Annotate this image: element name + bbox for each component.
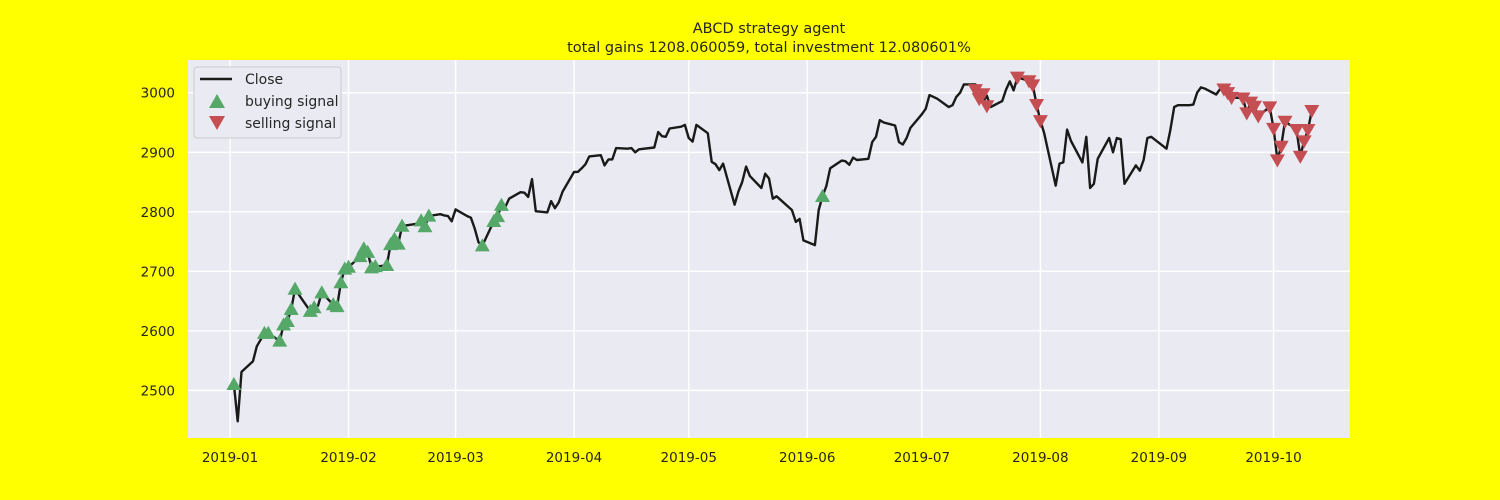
sell-signal-marker: [1269, 154, 1285, 168]
y-tick-label: 2700: [141, 264, 175, 280]
buy-signal-marker: [390, 236, 406, 250]
buy-signal-marker: [360, 244, 376, 258]
buy-signal-marker: [260, 325, 276, 339]
legend-buy-triangle-icon: [209, 94, 225, 108]
y-tick-label: 2900: [141, 145, 175, 161]
x-axis-tick-labels: 2019-01 2019-02 2019-03 2019-04 2019-05 2019-…: [202, 450, 1302, 466]
sell-signal-marker: [1235, 92, 1251, 106]
buy-signal-marker: [474, 238, 490, 252]
legend-frame: [193, 66, 342, 139]
sell-signal-marker: [1009, 71, 1025, 85]
buy-signal-marker: [352, 248, 368, 263]
sell-signal-marker: [1250, 110, 1266, 124]
buy-signal-marker: [329, 298, 345, 313]
sell-signal-marker: [1266, 122, 1282, 136]
chart-subtitle: total gains 1208.060059, total investmen…: [567, 40, 971, 56]
buy-signal-marker: [421, 208, 437, 222]
buy-signal-marker: [341, 259, 357, 273]
sell-signal-marker: [967, 84, 983, 98]
x-tick-label: 2019-04: [546, 450, 602, 466]
y-tick-label: 3000: [141, 86, 175, 102]
sell-signal-marker: [1224, 91, 1240, 106]
y-axis-tick-labels: 2500 2600 2700 2800 2900 3000: [141, 86, 175, 400]
y-tick-label: 2600: [141, 324, 175, 340]
sell-signal-marker: [1032, 115, 1048, 129]
buy-signal-marker: [815, 188, 831, 202]
buy-signal-marker: [394, 218, 410, 232]
buy-signal-marker: [279, 313, 295, 327]
x-tick-label: 2019-05: [661, 450, 717, 466]
sell-signal-marker: [1262, 101, 1278, 115]
x-tick-label: 2019-08: [1012, 450, 1068, 466]
sell-signal-marker: [1029, 99, 1045, 113]
buy-signal-marker: [367, 259, 383, 273]
sell-signal-marker: [1025, 79, 1041, 93]
legend: Close buying signal selling signal: [193, 66, 342, 139]
plot-area: [188, 60, 1350, 438]
buy-signal-marker: [283, 301, 299, 316]
buy-signal-marker: [272, 333, 288, 347]
buy-signal-marker: [379, 257, 395, 271]
sell-signal-markers: [967, 71, 1320, 168]
sell-signal-marker: [975, 88, 991, 102]
y-tick-label: 2500: [141, 383, 175, 399]
legend-close-label: Close: [245, 72, 283, 88]
sell-signal-marker: [1304, 104, 1320, 119]
legend-sell-triangle-icon: [209, 116, 225, 130]
buy-signal-marker: [287, 281, 303, 295]
x-tick-label: 2019-01: [202, 450, 258, 466]
sell-signal-marker: [1277, 115, 1293, 129]
buy-signal-marker: [493, 197, 509, 211]
sell-signal-marker: [979, 100, 995, 114]
sell-signal-marker: [1246, 100, 1262, 114]
x-tick-label: 2019-03: [427, 450, 483, 466]
x-tick-label: 2019-06: [779, 450, 835, 466]
sell-signal-marker: [1296, 135, 1312, 149]
x-tick-label: 2019-10: [1245, 450, 1301, 466]
sell-signal-marker: [1292, 150, 1308, 164]
buy-signal-marker: [226, 376, 242, 391]
chart-title: ABCD strategy agent: [693, 21, 846, 37]
y-tick-label: 2800: [141, 205, 175, 221]
x-tick-label: 2019-09: [1131, 450, 1187, 466]
buy-signal-marker: [417, 219, 433, 233]
x-tick-label: 2019-07: [894, 450, 950, 466]
legend-sell-label: selling signal: [245, 116, 336, 132]
legend-buy-label: buying signal: [245, 94, 339, 110]
buy-signal-marker: [306, 300, 322, 314]
sell-signal-marker: [1288, 124, 1304, 138]
x-tick-label: 2019-02: [320, 450, 376, 466]
sell-signal-marker: [1273, 140, 1289, 154]
buy-signal-markers: [226, 188, 831, 391]
sell-signal-marker: [1300, 124, 1316, 138]
buy-signal-marker: [333, 275, 349, 289]
buy-signal-marker: [314, 285, 330, 299]
sell-signal-marker: [1239, 107, 1255, 121]
buy-signal-marker: [490, 209, 506, 223]
